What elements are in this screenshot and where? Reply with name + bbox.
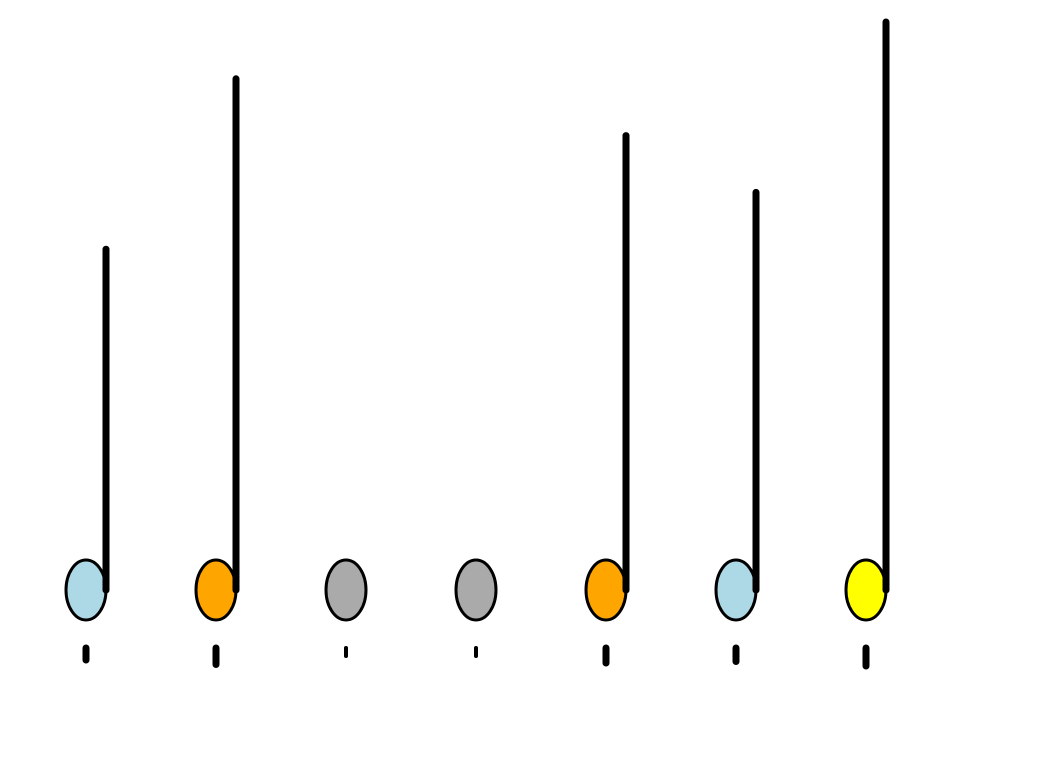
- note-head-3: [324, 558, 368, 622]
- note-head-5: [584, 558, 628, 622]
- note-head-2: [194, 558, 238, 622]
- note-head-1: [64, 558, 108, 622]
- note-head-4: [454, 558, 498, 622]
- note-head-6: [714, 558, 758, 622]
- note-head-7: [844, 558, 888, 622]
